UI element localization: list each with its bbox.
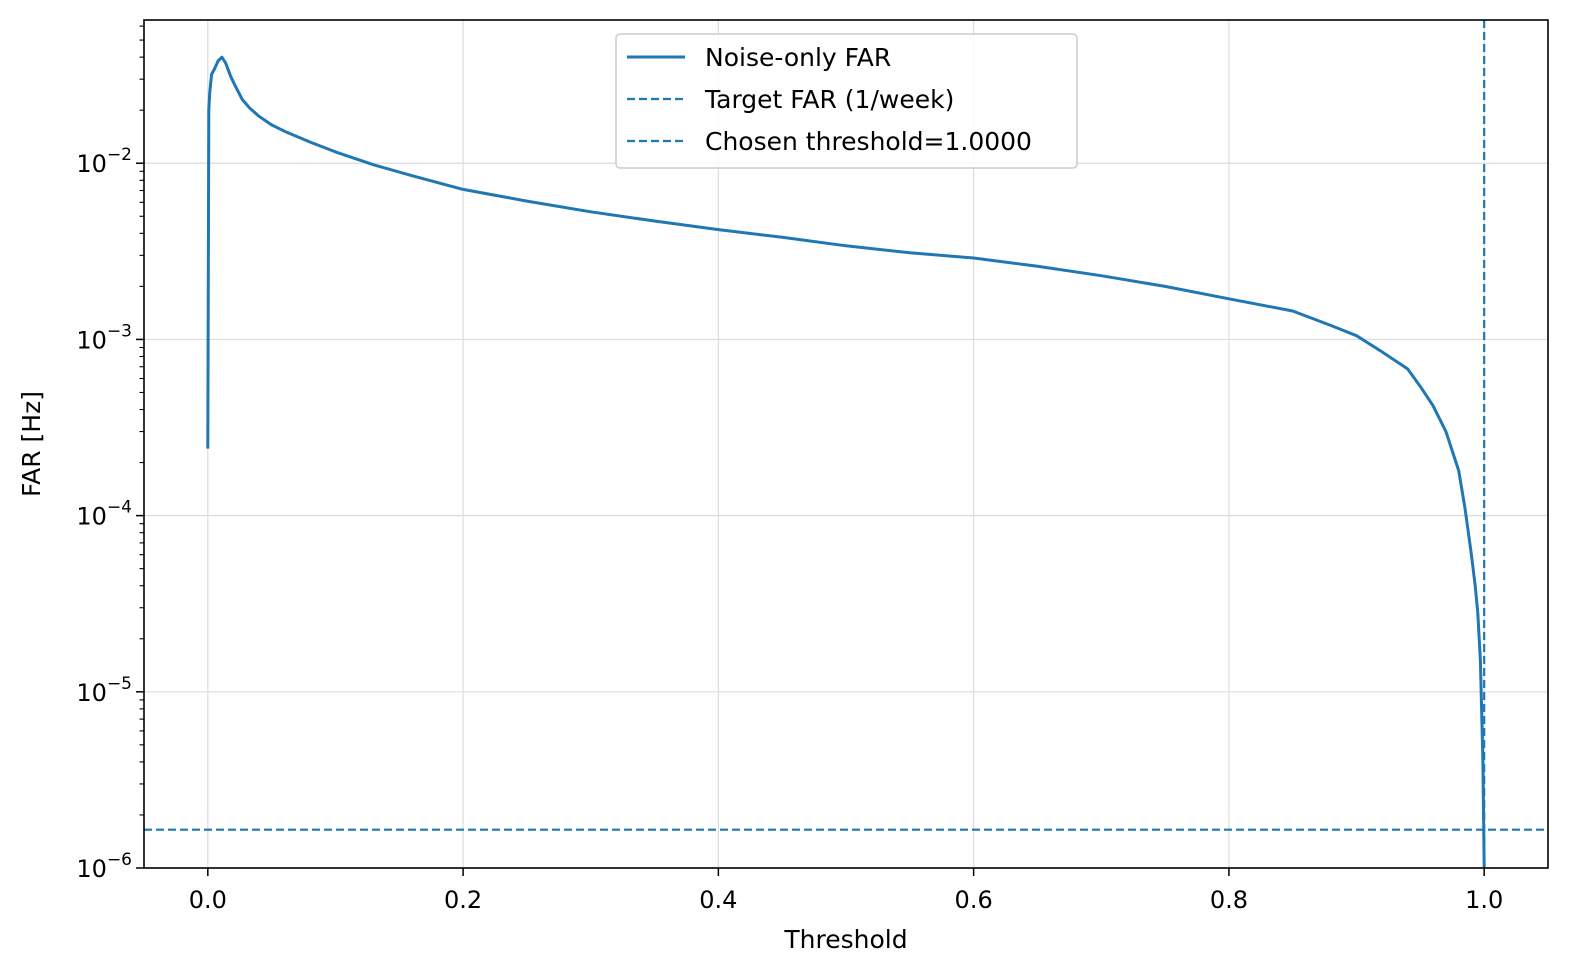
legend-label-chosen-threshold: Chosen threshold=1.0000	[705, 127, 1032, 156]
y-tick-label: 10−4	[76, 498, 132, 531]
y-tick-label: 10−3	[76, 321, 132, 354]
x-tick-label: 0.6	[955, 886, 993, 914]
x-tick-label: 0.8	[1210, 886, 1248, 914]
series-layer	[144, 20, 1548, 869]
y-tick-label: 10−6	[76, 850, 132, 883]
plot-frame	[143, 19, 1549, 869]
y-axis-title: FAR [Hz]	[17, 391, 46, 497]
legend-box	[615, 33, 1078, 169]
y-tick-label: 10−2	[76, 145, 132, 178]
legend: Noise-only FAR Target FAR (1/week) Chose…	[615, 33, 1078, 169]
noise-far-line	[206, 55, 1486, 869]
x-tick-label: 0.2	[444, 886, 482, 914]
major-tick-layer: 0.0 0.2 0.4 0.6 0.8 1.0 10−6 10−5 10−4 10−3 10−2	[76, 145, 1503, 914]
x-axis-title: Threshold	[783, 925, 907, 954]
x-tick-label: 0.0	[189, 886, 227, 914]
x-tick-label: 0.4	[699, 886, 737, 914]
x-tick-label: 1.0	[1465, 886, 1503, 914]
y-tick-label: 10−5	[76, 674, 132, 707]
legend-label-noise-far: Noise-only FAR	[705, 43, 891, 72]
legend-label-target-far: Target FAR (1/week)	[704, 85, 954, 114]
